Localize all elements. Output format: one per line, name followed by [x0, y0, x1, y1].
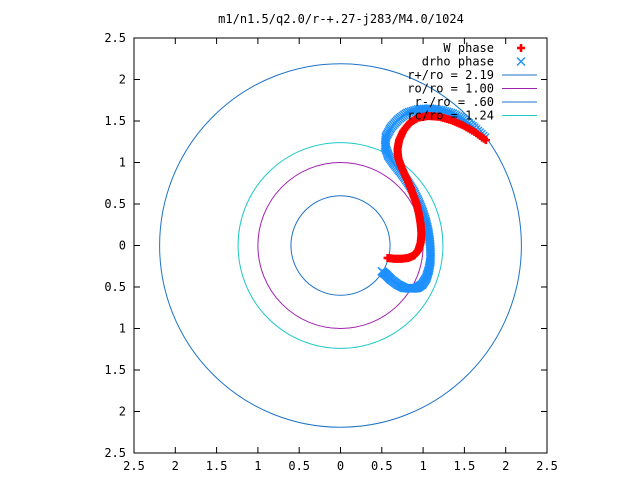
x-tick-label: 0	[337, 459, 344, 473]
y-tick-label: 2	[119, 405, 126, 419]
legend-label: rc/ro = 1.24	[407, 109, 494, 123]
legend-label: r-/ro = .60	[415, 95, 494, 109]
legend-swatch	[517, 44, 525, 52]
x-tick-label: 1	[254, 459, 261, 473]
circle-rro-curve	[159, 63, 522, 428]
x-tick-label: 2	[172, 459, 179, 473]
x-tick-label: 2.5	[123, 459, 145, 473]
y-tick-label: 0.5	[104, 197, 126, 211]
legend-swatch	[516, 57, 526, 66]
legend-label: r+/ro = 2.19	[407, 68, 494, 82]
x-tick-label: 0.5	[371, 459, 393, 473]
x-tick-label: 2.5	[536, 459, 558, 473]
drho-phase-point	[377, 266, 387, 276]
x-tick-label: 0.5	[288, 459, 310, 473]
x-tick-label: 1.5	[206, 459, 228, 473]
circle-rro-curve	[290, 195, 391, 296]
x-tick-label: 1.5	[454, 459, 476, 473]
legend-label: W phase	[443, 41, 494, 55]
y-tick-label: 2.5	[104, 31, 126, 45]
y-tick-label: 1	[119, 156, 126, 170]
w-phase-point	[383, 253, 392, 262]
legend-label: drho phase	[422, 55, 494, 69]
y-tick-label: 1	[119, 322, 126, 336]
y-tick-label: 1.5	[104, 363, 126, 377]
x-tick-label: 2	[502, 459, 509, 473]
circle-roro-curve	[257, 162, 424, 329]
legend-label: ro/ro = 1.00	[407, 82, 494, 96]
x-tick-label: 1	[419, 459, 426, 473]
y-tick-label: 0.5	[104, 280, 126, 294]
circle-rcro-curve	[237, 142, 444, 349]
chart-title: m1/n1.5/q2.0/r-+.27-j283/M4.0/1024	[218, 12, 464, 26]
w-phase-series	[383, 112, 490, 263]
y-tick-label: 0	[119, 239, 126, 253]
y-tick-label: 1.5	[104, 114, 126, 128]
y-tick-label: 2.5	[104, 446, 126, 460]
y-tick-label: 2	[119, 73, 126, 87]
